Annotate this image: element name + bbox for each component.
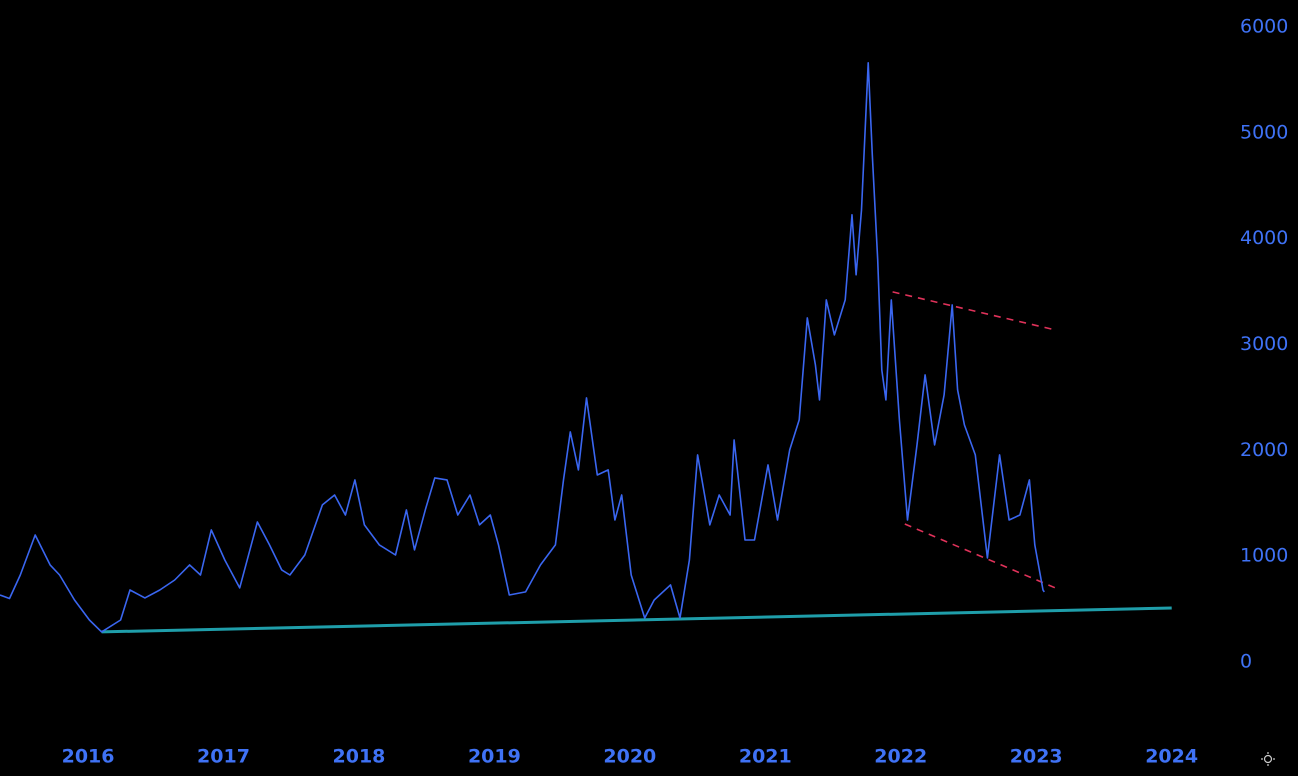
x-tick-label: 2019: [468, 746, 521, 768]
y-tick-label: 3000: [1240, 333, 1288, 355]
x-tick-label: 2024: [1145, 746, 1198, 768]
y-tick-label: 2000: [1240, 439, 1288, 461]
x-tick-label: 2018: [333, 746, 386, 768]
y-tick-label: 1000: [1240, 545, 1288, 567]
x-tick-label: 2016: [62, 746, 115, 768]
trend-line: [904, 523, 1059, 590]
settings-icon[interactable]: [1261, 752, 1275, 766]
x-tick-label: 2017: [197, 746, 250, 768]
x-tick-label: 2020: [603, 746, 656, 768]
x-tick-label: 2021: [739, 746, 792, 768]
x-tick-label: 2022: [874, 746, 927, 768]
price-line: [0, 62, 1045, 633]
y-tick-label: 0: [1240, 650, 1252, 672]
trend-line: [101, 606, 1172, 634]
y-tick-label: 6000: [1240, 15, 1288, 37]
trend-line: [892, 291, 1056, 331]
y-tick-label: 4000: [1240, 227, 1288, 249]
x-tick-label: 2023: [1010, 746, 1063, 768]
y-tick-label: 5000: [1240, 121, 1288, 143]
